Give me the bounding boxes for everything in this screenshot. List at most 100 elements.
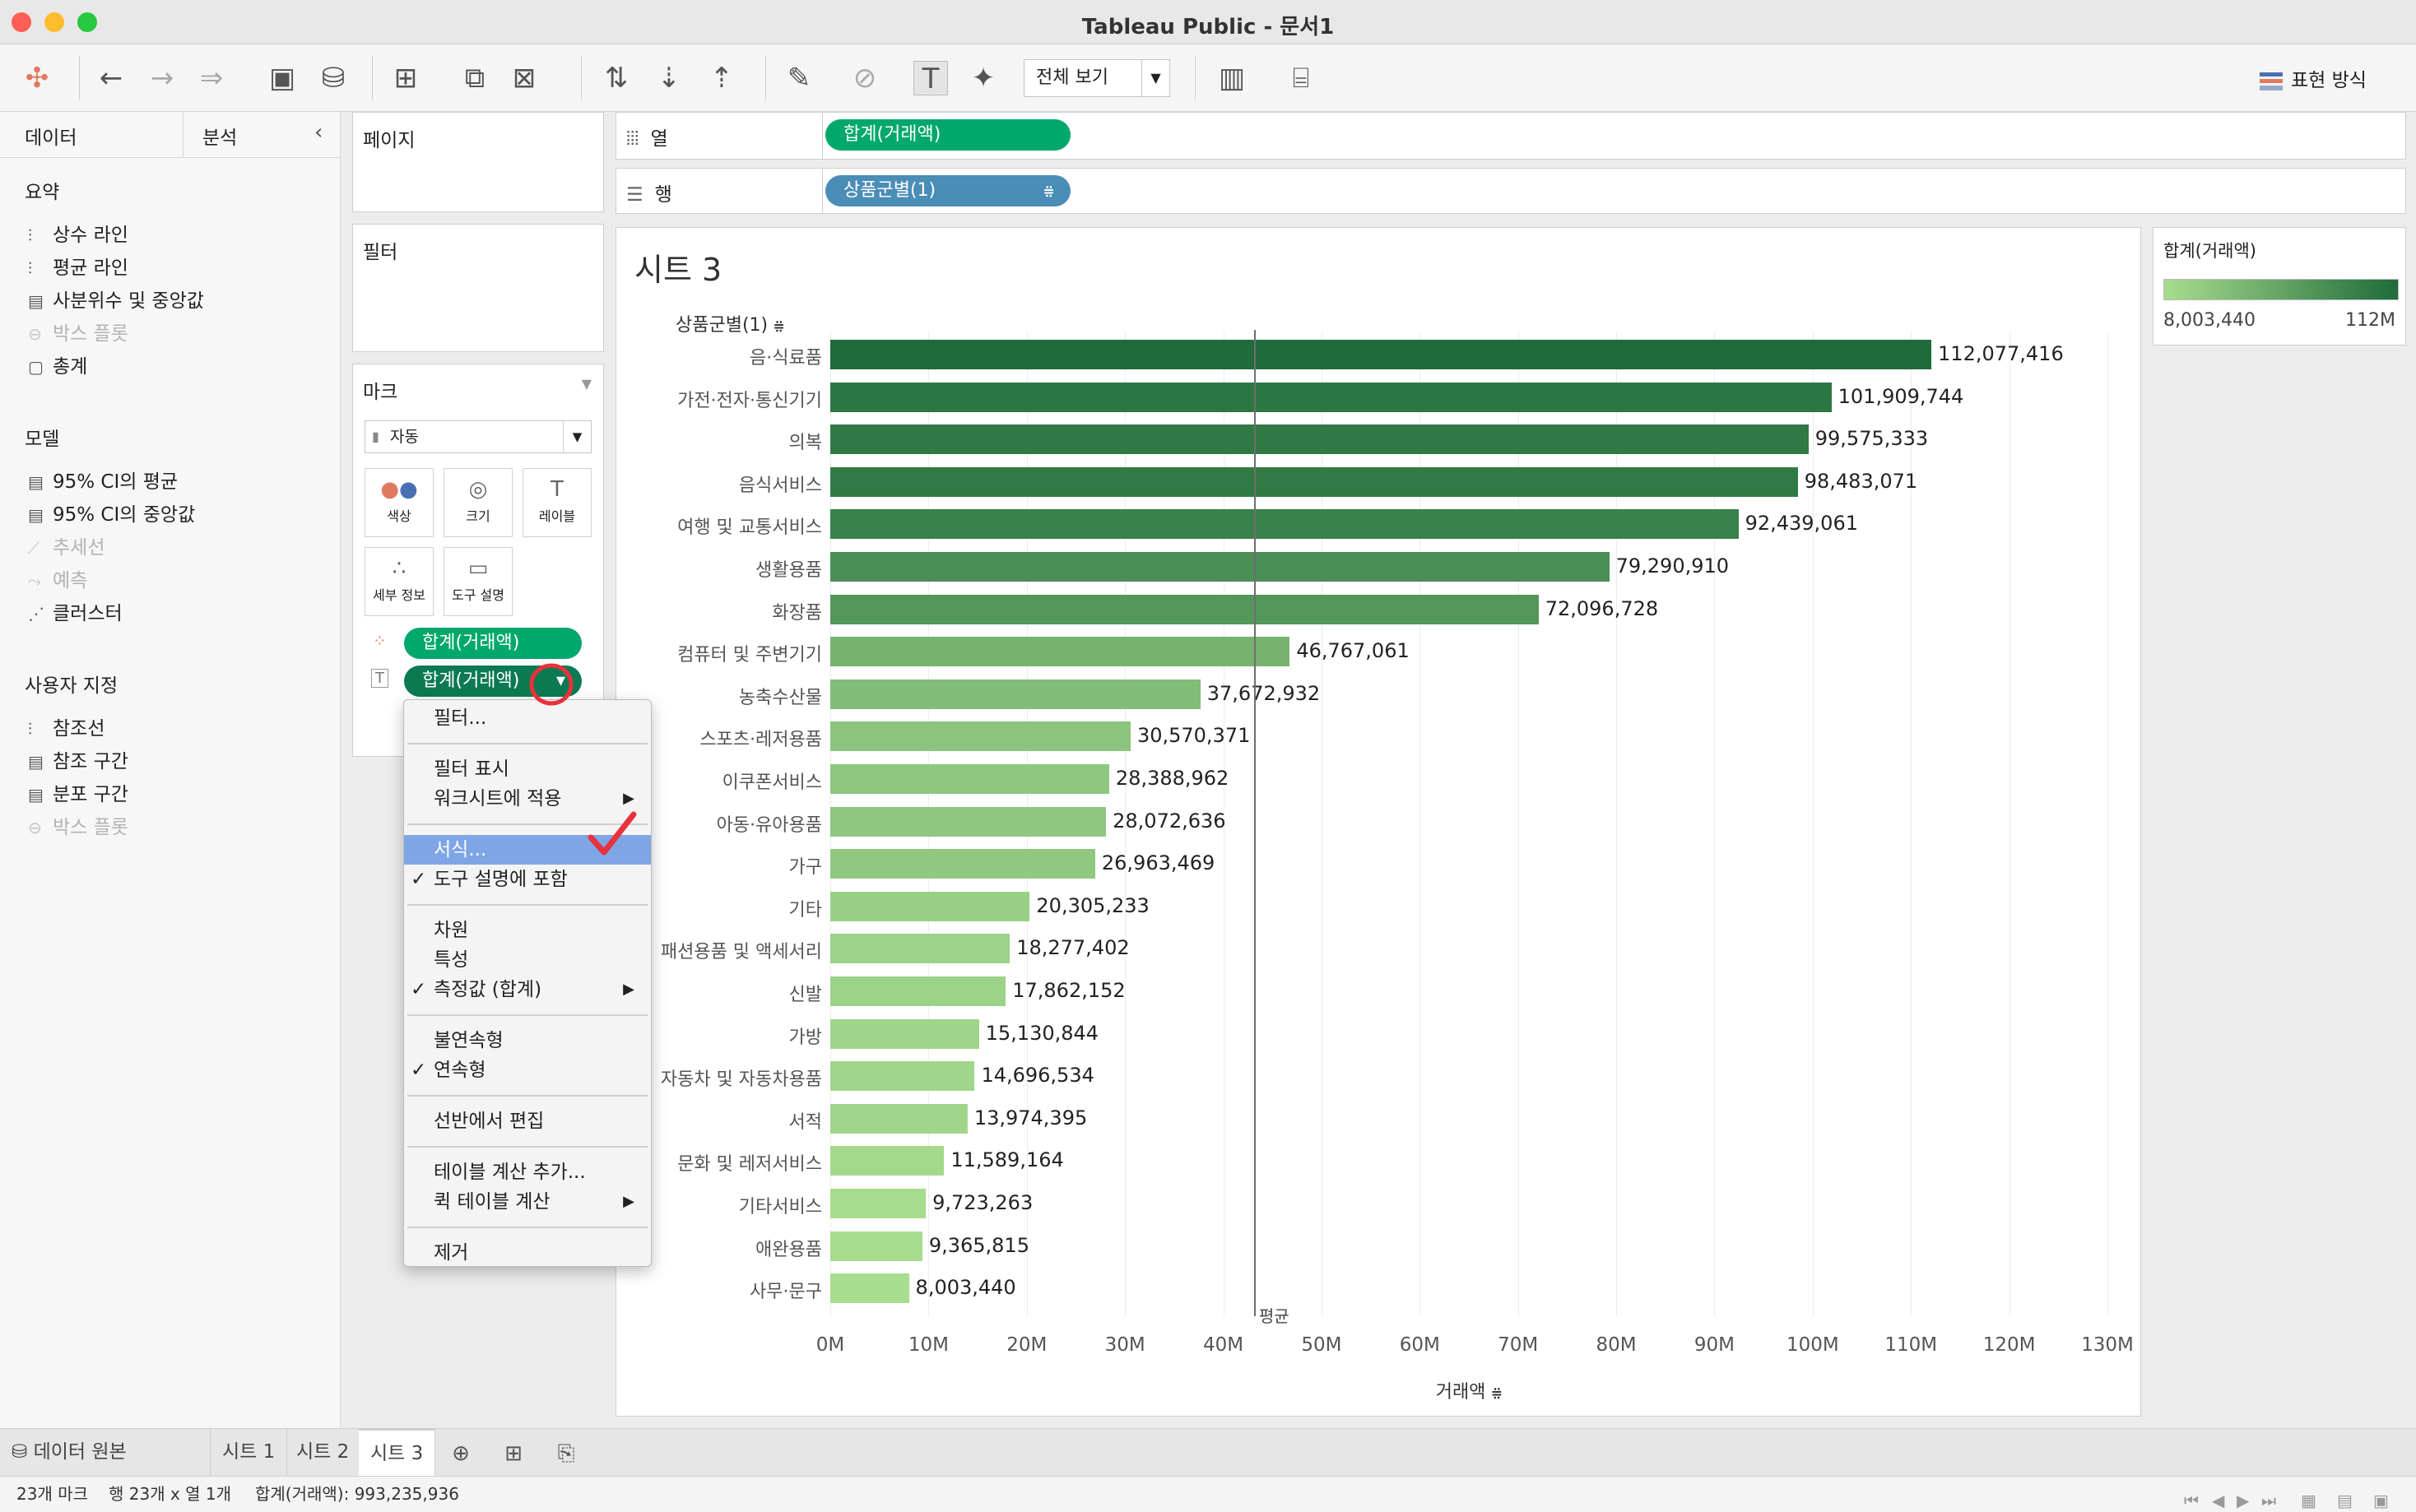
color-legend[interactable]: 합계(거래액) 8,003,440 112M xyxy=(2153,227,2406,346)
color-measure-pill[interactable]: 합계(거래액) xyxy=(404,628,582,659)
category-label[interactable]: 문화 및 레저서비스 xyxy=(677,1154,822,1176)
tab-analysis[interactable]: 분석 xyxy=(202,128,238,149)
presentation-mode-icon[interactable]: ⌸ xyxy=(1292,62,1310,95)
bar[interactable] xyxy=(830,509,1739,540)
sort-descending-icon[interactable]: ⇡ xyxy=(709,62,734,95)
pages-card[interactable]: 페이지 xyxy=(352,112,604,212)
tabs-icon[interactable]: ▣ xyxy=(2373,1491,2389,1510)
category-label[interactable]: 아동·유아용품 xyxy=(716,814,822,836)
save-icon[interactable]: ▣ xyxy=(268,62,296,95)
analytics-item[interactable]: ▤ 사분위수 및 중앙값 xyxy=(28,288,204,314)
new-data-source-icon[interactable]: ⛁ xyxy=(321,62,346,95)
average-line[interactable] xyxy=(1253,330,1256,1316)
clear-sheet-icon[interactable]: ⊠ xyxy=(512,62,537,95)
bar[interactable] xyxy=(830,466,1798,497)
bar[interactable] xyxy=(830,1018,979,1049)
close-window-button[interactable] xyxy=(12,12,31,32)
analytics-item[interactable]: ⫶ 평균 라인 xyxy=(28,255,128,281)
menu-item[interactable]: 필터 표시 xyxy=(404,754,651,784)
bar[interactable] xyxy=(830,934,1011,964)
marks-menu-icon[interactable]: ▼ xyxy=(581,376,592,392)
bar[interactable] xyxy=(830,1273,909,1304)
bar[interactable] xyxy=(830,1061,975,1092)
category-label[interactable]: 가방 xyxy=(788,1027,822,1048)
tab-sheet-2[interactable]: 시트 2 xyxy=(285,1429,362,1477)
filters-card[interactable]: 필터 xyxy=(352,224,604,352)
analytics-item[interactable]: ⋰ 클러스터 xyxy=(28,601,123,627)
category-label[interactable]: 애완용품 xyxy=(755,1239,822,1260)
menu-item[interactable]: ✓ 연속형 xyxy=(404,1055,651,1085)
bar[interactable] xyxy=(830,1146,945,1176)
show-me-button[interactable]: 표현 방식 xyxy=(2260,64,2367,92)
sort-icon[interactable]: ⩷ xyxy=(1043,180,1054,201)
collapse-pane-icon[interactable]: ‹ xyxy=(314,120,323,145)
zoom-window-button[interactable] xyxy=(77,12,97,32)
analytics-item[interactable]: ▢ 총계 xyxy=(28,354,87,380)
analytics-item[interactable]: ⤳ 예측 xyxy=(28,568,87,594)
new-worksheet-icon[interactable]: ⊕ xyxy=(452,1441,470,1466)
bar[interactable] xyxy=(830,637,1290,667)
new-worksheet-icon[interactable]: ⊞ xyxy=(393,62,418,95)
pin-axes-icon[interactable]: ✦ xyxy=(971,62,996,95)
bar[interactable] xyxy=(830,552,1610,582)
sort-icon[interactable]: ⩷ xyxy=(774,315,784,336)
menu-item[interactable]: 불연속형 xyxy=(404,1026,651,1055)
menu-item[interactable]: 서식... xyxy=(404,835,651,865)
category-label[interactable]: 음식서비스 xyxy=(738,475,822,496)
bar[interactable] xyxy=(830,382,1832,412)
category-label[interactable]: 기타 xyxy=(788,899,822,921)
analytics-item[interactable]: ⫶ 상수 라인 xyxy=(28,222,128,248)
category-label[interactable]: 기타서비스 xyxy=(738,1197,822,1217)
analytics-item[interactable]: ⫶ 참조선 xyxy=(28,716,105,742)
category-label[interactable]: 스포츠·레저용품 xyxy=(699,730,822,751)
analytics-item[interactable]: ▤ 참조 구간 xyxy=(28,749,128,775)
bar[interactable] xyxy=(830,976,1006,1006)
category-label[interactable]: 패션용품 및 액세서리 xyxy=(660,942,822,963)
menu-item[interactable]: 특성 xyxy=(404,945,651,975)
category-label[interactable]: 음·식료품 xyxy=(750,348,822,369)
tab-sheet-1[interactable]: 시트 1 xyxy=(211,1429,288,1477)
bar[interactable] xyxy=(830,340,1932,369)
tableau-logo-icon[interactable]: ✣ xyxy=(25,62,49,95)
mark-type-select[interactable]: ▮ 자동 ▼ xyxy=(365,420,592,453)
analytics-item[interactable]: ⟋ 추세선 xyxy=(28,535,105,561)
category-label[interactable]: 의복 xyxy=(788,433,822,454)
analytics-item[interactable]: ⊖ 박스 플롯 xyxy=(28,814,128,841)
duplicate-sheet-icon[interactable]: ⧉ xyxy=(464,62,486,95)
analytics-item[interactable]: ⊖ 박스 플롯 xyxy=(28,321,128,347)
analytics-item[interactable]: ▤ 분포 구간 xyxy=(28,782,128,808)
minimize-window-button[interactable] xyxy=(44,12,64,32)
label-button[interactable]: T 레이블 xyxy=(523,468,592,537)
detail-button[interactable]: ∴ 세부 정보 xyxy=(365,547,434,616)
columns-shelf[interactable]: ⦙⦙⦙ 열 합계(거래액) xyxy=(616,112,2406,160)
redo-icon[interactable]: → xyxy=(150,62,174,95)
filmstrip-icon[interactable]: ▤ xyxy=(2337,1491,2353,1510)
bar[interactable] xyxy=(830,849,1095,879)
bar[interactable] xyxy=(830,1231,922,1261)
menu-item[interactable]: 필터... xyxy=(404,703,651,733)
color-button[interactable]: ●● 색상 xyxy=(365,468,434,537)
tab-sheet-3[interactable]: 시트 3 xyxy=(359,1429,436,1477)
sort-icon[interactable]: ⩷ xyxy=(1491,1381,1503,1403)
replay-icon[interactable]: ⇒ xyxy=(199,62,224,95)
analytics-item[interactable]: ▤ 95% CI의 중앙값 xyxy=(28,502,195,528)
undo-icon[interactable]: ← xyxy=(99,62,123,95)
category-label[interactable]: 가구 xyxy=(788,857,822,879)
bar[interactable] xyxy=(830,594,1539,624)
next-page-icon[interactable]: ▶ xyxy=(2237,1491,2250,1510)
bar[interactable] xyxy=(830,764,1109,794)
sheet-sorter-icon[interactable]: ▦ xyxy=(2301,1491,2316,1510)
bar[interactable] xyxy=(830,721,1131,752)
rows-pill[interactable]: 상품군별(1) ⩷ xyxy=(825,175,1071,206)
category-label[interactable]: 화장품 xyxy=(772,602,822,624)
menu-item[interactable]: ✓ 도구 설명에 포함 xyxy=(404,865,651,894)
show-cards-icon[interactable]: ▥ xyxy=(1218,62,1246,95)
bar[interactable] xyxy=(830,679,1201,709)
show-mark-labels-icon[interactable]: T xyxy=(913,61,948,95)
category-label[interactable]: 사무·문구 xyxy=(750,1282,822,1303)
category-label[interactable]: 신발 xyxy=(788,985,822,1005)
new-story-icon[interactable]: ⎘ xyxy=(557,1441,575,1466)
size-button[interactable]: ◎ 크기 xyxy=(444,468,513,537)
menu-item[interactable]: 선반에서 편집 xyxy=(404,1106,651,1136)
first-page-icon[interactable]: ⏮ xyxy=(2184,1491,2199,1510)
